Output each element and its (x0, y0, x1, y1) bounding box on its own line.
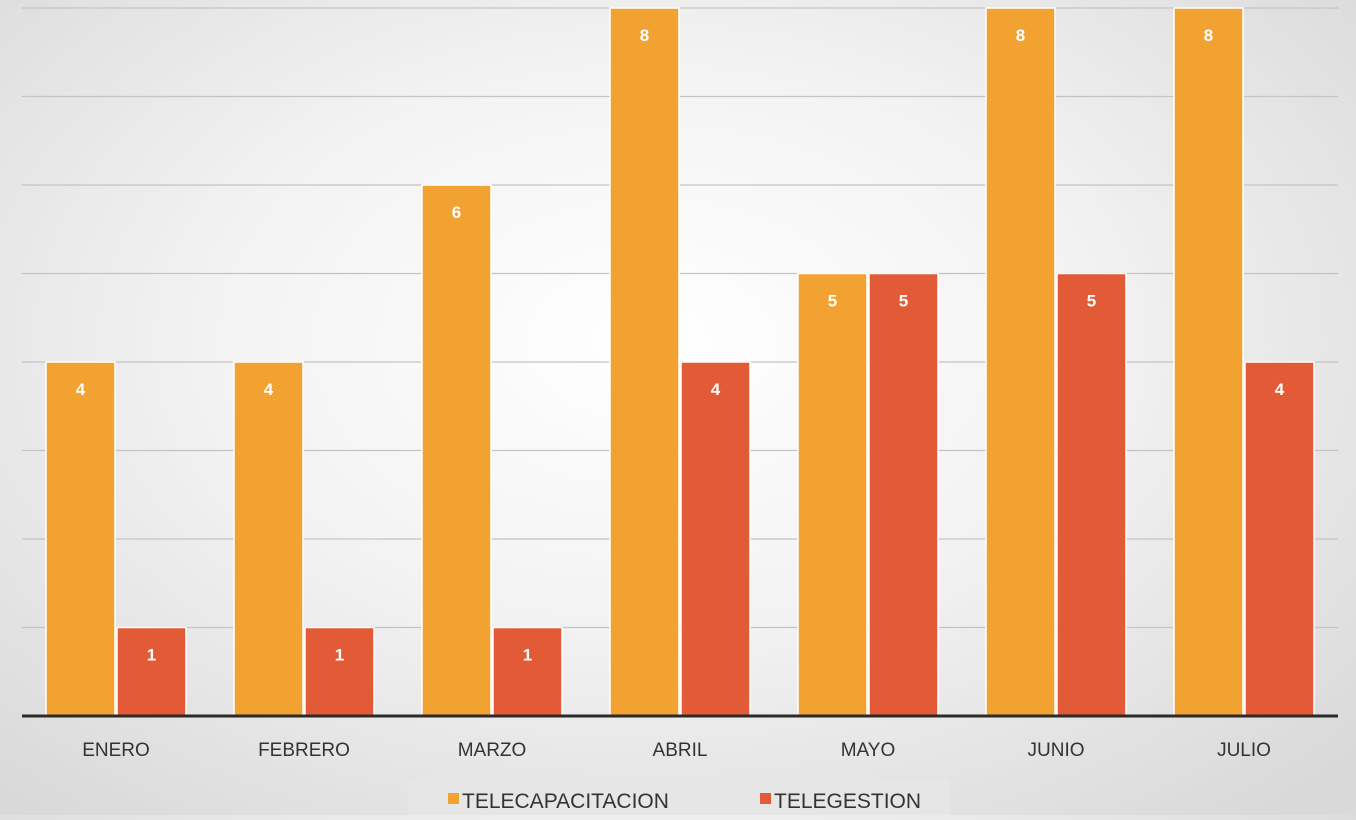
bars (45, 7, 1315, 717)
data-label: 4 (264, 380, 274, 399)
data-label: 1 (147, 646, 156, 665)
gridlines (22, 7, 1338, 629)
legend-swatch (448, 793, 459, 804)
legend-label: TELECAPACITACION (462, 790, 669, 813)
data-label: 6 (452, 203, 461, 222)
data-label: 5 (1087, 292, 1096, 311)
x-tick-label: MARZO (458, 740, 527, 761)
legend-background (408, 780, 950, 815)
bar (1056, 272, 1127, 717)
data-label: 8 (1204, 26, 1213, 45)
bar (233, 361, 304, 717)
legend-swatch (760, 793, 771, 804)
bar (421, 184, 492, 717)
data-label: 5 (899, 292, 908, 311)
data-label: 8 (1016, 26, 1025, 45)
bar (797, 272, 868, 717)
x-tick-label: FEBRERO (258, 740, 350, 761)
bar (1244, 361, 1315, 717)
bar (985, 7, 1056, 717)
data-label: 5 (828, 292, 837, 311)
data-label: 4 (711, 380, 721, 399)
x-tick-label: JULIO (1217, 740, 1271, 761)
data-label: 1 (523, 646, 532, 665)
x-tick-label: ENERO (82, 740, 150, 761)
legend-label: TELEGESTION (774, 790, 921, 813)
bar (680, 361, 751, 717)
bar (116, 626, 187, 717)
legend: TELECAPACITACION TELEGESTION (408, 780, 950, 815)
bar (304, 626, 375, 717)
bar (609, 7, 680, 717)
bar (868, 272, 939, 717)
x-axis-tick-labels: ENERO FEBRERO MARZO ABRIL MAYO JUNIO JULIO (82, 740, 1271, 761)
data-label: 4 (1275, 380, 1285, 399)
x-tick-label: JUNIO (1028, 740, 1085, 761)
bar (45, 361, 116, 717)
bar (492, 626, 563, 717)
data-label: 8 (640, 26, 649, 45)
x-tick-label: ABRIL (653, 740, 708, 761)
data-label: 4 (76, 380, 86, 399)
data-label: 1 (335, 646, 344, 665)
x-tick-label: MAYO (841, 740, 896, 761)
data-labels: 4 4 6 8 5 8 8 1 1 1 4 5 5 4 (76, 26, 1285, 665)
bar (1173, 7, 1244, 717)
